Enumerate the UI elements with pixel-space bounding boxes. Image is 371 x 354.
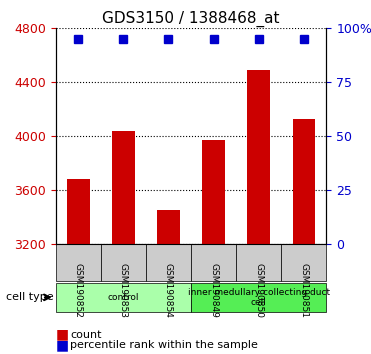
FancyBboxPatch shape — [146, 244, 191, 281]
Text: ■: ■ — [56, 338, 69, 352]
Text: ■: ■ — [56, 327, 69, 342]
Text: GSM190853: GSM190853 — [119, 263, 128, 318]
Bar — [67, 179, 89, 244]
FancyBboxPatch shape — [191, 244, 236, 281]
FancyBboxPatch shape — [191, 283, 326, 312]
Bar — [293, 119, 315, 244]
Bar — [157, 210, 180, 244]
Text: control: control — [108, 293, 139, 302]
Text: inner medullary collecting duct
cell: inner medullary collecting duct cell — [188, 288, 330, 307]
FancyBboxPatch shape — [236, 244, 281, 281]
Text: GSM190854: GSM190854 — [164, 263, 173, 318]
FancyBboxPatch shape — [56, 283, 191, 312]
Text: GSM190851: GSM190851 — [299, 263, 308, 318]
Bar — [247, 70, 270, 244]
Text: GSM190852: GSM190852 — [74, 263, 83, 318]
FancyBboxPatch shape — [56, 244, 101, 281]
Text: percentile rank within the sample: percentile rank within the sample — [70, 340, 258, 350]
Text: GSM190850: GSM190850 — [254, 263, 263, 318]
Text: count: count — [70, 330, 102, 339]
Text: GSM190849: GSM190849 — [209, 263, 218, 318]
FancyBboxPatch shape — [281, 244, 326, 281]
Title: GDS3150 / 1388468_at: GDS3150 / 1388468_at — [102, 11, 280, 27]
Bar — [202, 139, 225, 244]
FancyBboxPatch shape — [101, 244, 146, 281]
Text: cell type: cell type — [6, 292, 53, 302]
Bar — [112, 131, 135, 244]
